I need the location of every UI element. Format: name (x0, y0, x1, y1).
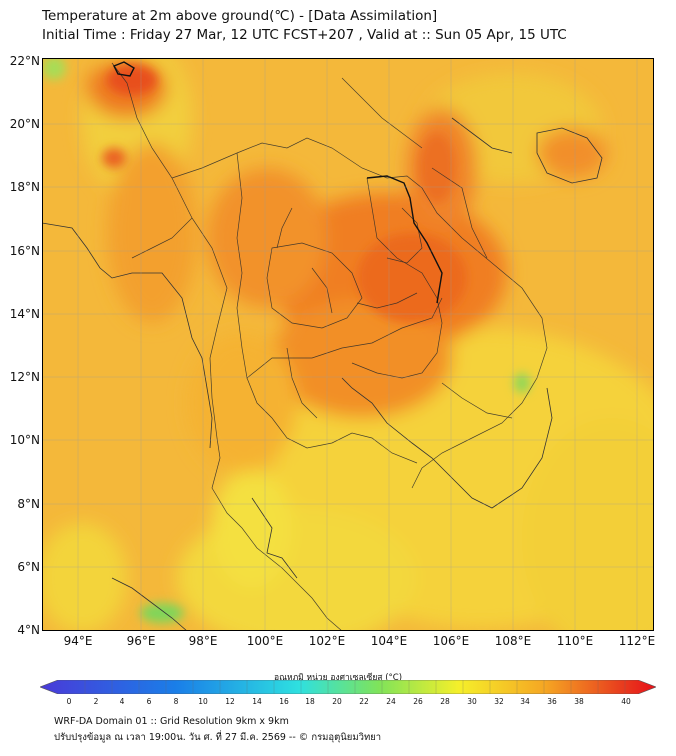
colorbar-tick: 38 (574, 697, 584, 706)
lon-label: 106°E (432, 634, 470, 648)
lat-label: 18°N (9, 180, 40, 194)
lon-label: 112°E (618, 634, 656, 648)
colorbar-tick: 16 (279, 697, 289, 706)
lon-label: 94°E (63, 634, 93, 648)
colorbar (40, 680, 656, 694)
colorbar-label: อุณหภูมิ หน่วย องศาเซลเซียส (°C) (273, 673, 403, 683)
colorbar-tick: 24 (386, 697, 396, 706)
colorbar-tick: 10 (198, 697, 208, 706)
lat-label: 14°N (9, 307, 40, 321)
colorbar-tick: 2 (93, 697, 99, 706)
lon-label: 96°E (126, 634, 156, 648)
colorbar-tick: 28 (440, 697, 450, 706)
lat-label: 10°N (9, 433, 40, 447)
colorbar-tick: 20 (332, 697, 342, 706)
colorbar-tick: 32 (494, 697, 504, 706)
colorbar-tick: 40 (621, 697, 631, 706)
temperature-map (42, 58, 654, 631)
lon-label: 98°E (188, 634, 218, 648)
coastline (42, 117, 603, 631)
lat-label: 20°N (9, 117, 40, 131)
colorbar-tick: 30 (467, 697, 477, 706)
lat-label: 6°N (17, 560, 40, 574)
colorbar-tick: 18 (305, 697, 315, 706)
lat-label: 4°N (17, 623, 40, 637)
map-title: Temperature at 2m above ground(℃) - [Dat… (42, 8, 438, 24)
colorbar-tick: 0 (66, 697, 72, 706)
lat-label: 22°N (9, 54, 40, 68)
graticule (42, 58, 654, 631)
lat-label: 8°N (17, 497, 40, 511)
lon-label: 100°E (246, 634, 284, 648)
lat-label: 12°N (9, 370, 40, 384)
colorbar-tick: 8 (173, 697, 179, 706)
province-borders (111, 62, 548, 631)
colorbar-tick: 36 (547, 697, 557, 706)
colorbar-tick: 34 (520, 697, 530, 706)
footer-resolution: WRF-DA Domain 01 :: Grid Resolution 9km … (54, 716, 289, 727)
colorbar-tick: 12 (225, 697, 235, 706)
colorbar-tick: 6 (146, 697, 152, 706)
colorbar-tick: 4 (119, 697, 125, 706)
lon-label: 110°E (556, 634, 594, 648)
colorbar-tick: 22 (359, 697, 369, 706)
lat-label: 16°N (9, 244, 40, 258)
lon-label: 108°E (494, 634, 532, 648)
map-subtitle: Initial Time : Friday 27 Mar, 12 UTC FCS… (42, 27, 567, 43)
lon-label: 102°E (308, 634, 346, 648)
lon-label: 104°E (370, 634, 408, 648)
colorbar-tick: 14 (252, 697, 262, 706)
footer-credit: ปรับปรุงข้อมูล ณ เวลา 19:00น. วัน ศ. ที่… (54, 732, 382, 743)
colorbar-tick: 26 (413, 697, 423, 706)
